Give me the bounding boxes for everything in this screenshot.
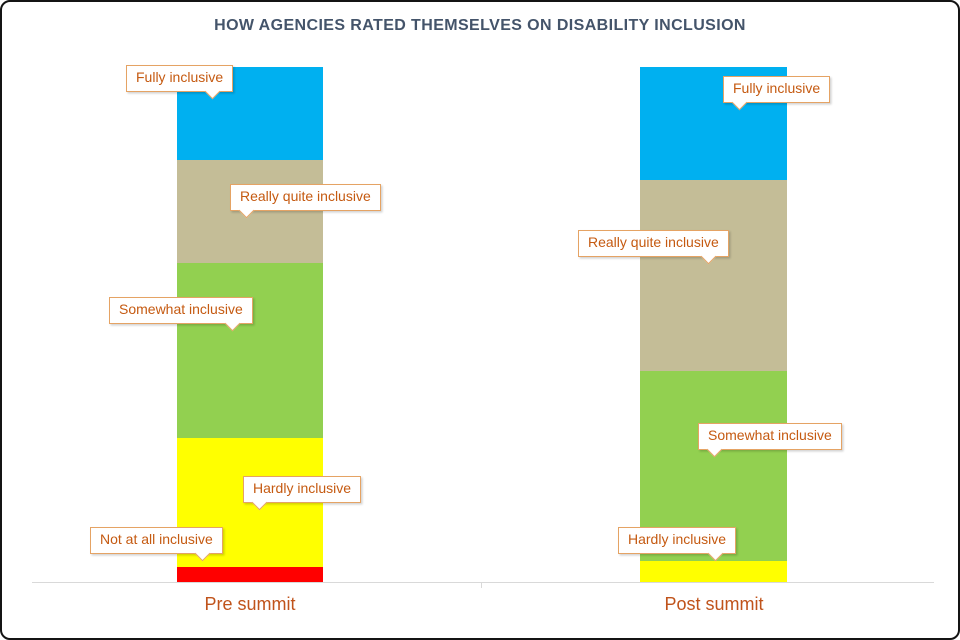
x-axis-line	[32, 582, 934, 583]
bar-segment-not-at-all-inclusive	[177, 566, 323, 582]
category-label-post-summit: Post summit	[664, 594, 764, 614]
bar-segment-somewhat-inclusive	[177, 262, 323, 438]
callout-post-fully-inclusive: Fully inclusive	[723, 76, 831, 103]
x-axis-tick	[481, 582, 482, 588]
callout-post-somewhat-inclusive: Somewhat inclusive	[698, 423, 842, 450]
category-label-pre-summit: Pre summit	[204, 594, 296, 614]
callout-pre-somewhat-inclusive: Somewhat inclusive	[109, 297, 253, 324]
callout-pre-not-at-all-inclusive: Not at all inclusive	[90, 527, 223, 554]
callout-pre-fully-inclusive: Fully inclusive	[126, 65, 234, 92]
stacked-bar-post-summit	[640, 67, 787, 582]
stacked-bar-pre-summit	[177, 67, 323, 582]
chart-title: HOW AGENCIES RATED THEMSELVES ON DISABIL…	[214, 17, 746, 34]
bar-segment-hardly-inclusive	[640, 561, 787, 582]
callout-pre-hardly-inclusive: Hardly inclusive	[243, 476, 362, 503]
callout-post-really-quite-inclusive: Really quite inclusive	[578, 230, 729, 257]
callout-pre-really-quite-inclusive: Really quite inclusive	[230, 184, 381, 211]
bar-segment-really-quite-inclusive	[640, 180, 787, 371]
callout-post-hardly-inclusive: Hardly inclusive	[618, 527, 737, 554]
